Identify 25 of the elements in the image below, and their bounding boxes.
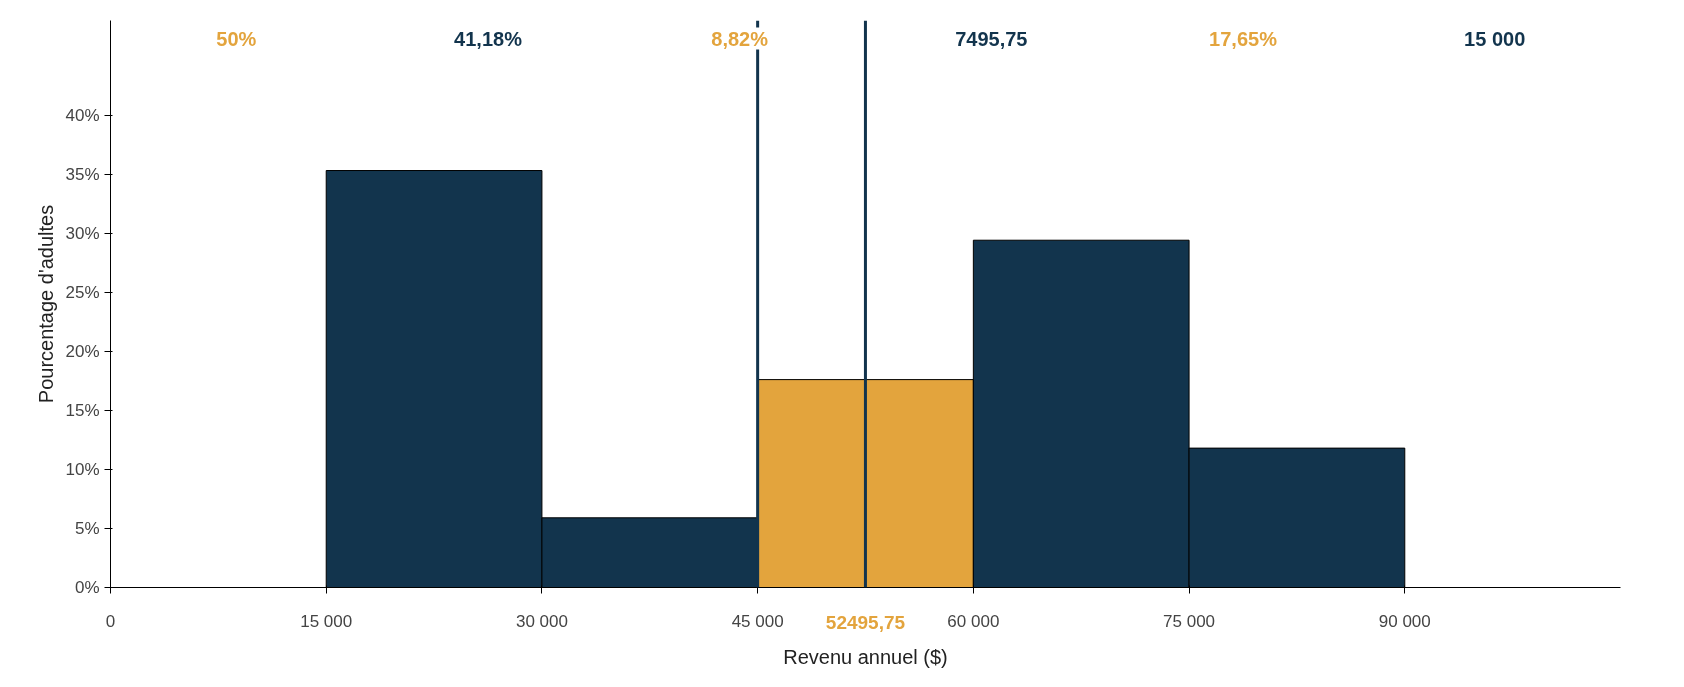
y-tick-label: 0% (74, 578, 100, 597)
x-tick-label: 0 (105, 611, 116, 631)
y-tick-label: 15% (65, 400, 100, 420)
annotation: 15 000 (1464, 27, 1526, 50)
x-tick-label: 90 000 (1378, 611, 1431, 631)
annotation: 8,82% (711, 27, 769, 50)
y-tick-label: 25% (65, 282, 100, 302)
annotation: 50% (216, 27, 257, 50)
y-axis-title: Pourcentage d'adultes (35, 204, 58, 404)
y-tick-label: 30% (65, 223, 100, 243)
x-tick-label: 75 000 (1163, 611, 1216, 631)
x-tick-label: 45 000 (731, 611, 784, 631)
y-tick-label: 10% (65, 459, 100, 479)
annotation: 17,65% (1209, 27, 1278, 50)
y-tick-label: 5% (74, 518, 100, 538)
x-tick-label: 60 000 (947, 611, 1000, 631)
y-tick-label: 20% (65, 341, 100, 361)
x-tick-label: 30 000 (515, 611, 568, 631)
annotation: 7495,75 (955, 27, 1028, 50)
x-tick-label: 15 000 (300, 611, 353, 631)
y-tick-label: 35% (65, 164, 100, 184)
y-tick-label: 40% (65, 105, 100, 125)
annotation: 41,18% (454, 27, 523, 50)
ref-line-label: 52495,75 (825, 611, 906, 633)
x-axis-title: Revenu annuel ($) (783, 645, 948, 668)
